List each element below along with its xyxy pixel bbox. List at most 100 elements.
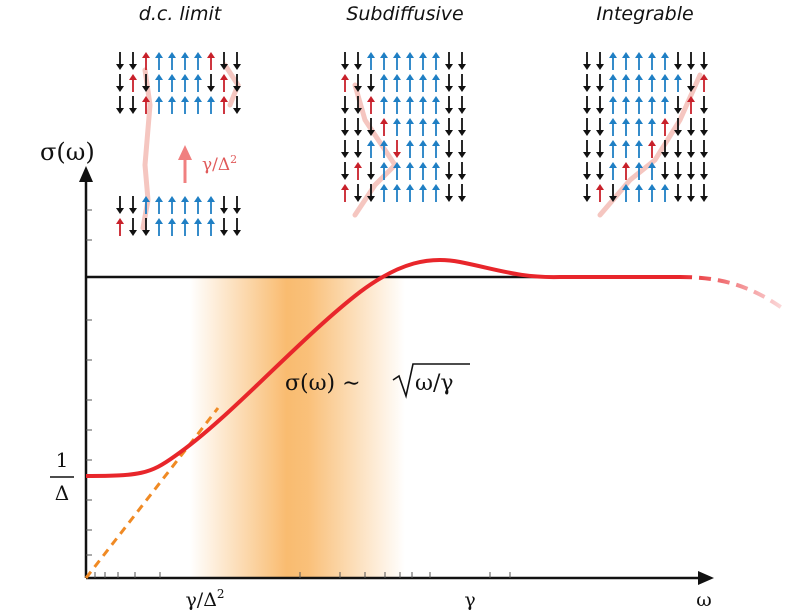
- spin-head: [687, 96, 695, 102]
- spin-head: [354, 152, 362, 158]
- y-axis-label: σ(ω): [40, 138, 95, 166]
- spin-head: [155, 218, 163, 224]
- rate-annotation: γ/Δ2: [202, 153, 237, 175]
- spin-head: [596, 184, 604, 190]
- spin-head: [142, 230, 150, 236]
- spin-head: [635, 74, 643, 80]
- spin-head: [596, 174, 604, 180]
- spin-head: [445, 86, 453, 92]
- spin-head: [380, 184, 388, 190]
- spin-head: [674, 74, 682, 80]
- spin-head: [419, 74, 427, 80]
- y-arrow: [79, 166, 93, 182]
- spin-head: [700, 130, 708, 136]
- spin-head: [233, 230, 241, 236]
- minor-ticks: [86, 209, 511, 578]
- spin-head: [635, 140, 643, 146]
- spin-head: [609, 52, 617, 58]
- spin-head: [168, 96, 176, 102]
- spin-head: [354, 86, 362, 92]
- spin-head: [354, 64, 362, 70]
- spin-head: [700, 64, 708, 70]
- spin-head: [445, 108, 453, 114]
- spin-head: [648, 96, 656, 102]
- spin-head: [432, 184, 440, 190]
- spin-head: [341, 108, 349, 114]
- spin-head: [341, 174, 349, 180]
- spin-head: [116, 208, 124, 214]
- spin-head: [596, 86, 604, 92]
- spin-head: [380, 140, 388, 146]
- spin-head: [687, 86, 695, 92]
- spin-head: [687, 196, 695, 202]
- spin-head: [220, 74, 228, 80]
- spin-head: [596, 64, 604, 70]
- spin-head: [116, 64, 124, 70]
- spin-head: [341, 184, 349, 190]
- spin-head: [194, 218, 202, 224]
- spin-head: [393, 96, 401, 102]
- spin-head: [674, 152, 682, 158]
- spin-head: [596, 152, 604, 158]
- spin-head: [181, 218, 189, 224]
- spin-head: [674, 130, 682, 136]
- spin-head: [687, 64, 695, 70]
- spin-head: [207, 196, 215, 202]
- spin-head: [445, 196, 453, 202]
- spin-head: [609, 196, 617, 202]
- spin-head: [129, 64, 137, 70]
- spin-head: [432, 96, 440, 102]
- spin-head: [583, 64, 591, 70]
- spin-head: [674, 196, 682, 202]
- spin-head: [341, 64, 349, 70]
- spin-head: [648, 162, 656, 168]
- subdiffusive-band: [190, 278, 405, 578]
- spin-head: [609, 140, 617, 146]
- spin-head: [194, 96, 202, 102]
- spin-head: [609, 96, 617, 102]
- spin-head: [393, 52, 401, 58]
- spin-head: [116, 218, 124, 224]
- spin-head: [341, 152, 349, 158]
- spin-head: [419, 118, 427, 124]
- x-arrow: [698, 571, 714, 585]
- spin-head: [687, 130, 695, 136]
- spin-head: [367, 196, 375, 202]
- asymptote: [84, 407, 220, 579]
- spin-head: [458, 196, 466, 202]
- spin-head: [687, 174, 695, 180]
- spin-head: [207, 218, 215, 224]
- spin-head: [622, 162, 630, 168]
- spin-head: [583, 108, 591, 114]
- spin-head: [648, 118, 656, 124]
- spin-head: [207, 52, 215, 58]
- spin-head: [354, 162, 362, 168]
- y-tick-denominator: Δ: [55, 481, 69, 505]
- spin-head: [445, 64, 453, 70]
- spin-head: [648, 184, 656, 190]
- spin-head: [583, 152, 591, 158]
- spin-head: [687, 152, 695, 158]
- spin-head: [674, 108, 682, 114]
- spin-head: [609, 118, 617, 124]
- spin-head: [181, 96, 189, 102]
- spin-head: [432, 162, 440, 168]
- x-tick-label: γ/Δ2: [185, 587, 224, 611]
- spin-head: [635, 184, 643, 190]
- spin-head: [406, 74, 414, 80]
- spin-head: [194, 74, 202, 80]
- sqrt-sign: [392, 363, 470, 399]
- spin-head: [181, 196, 189, 202]
- spin-head: [458, 174, 466, 180]
- spin-head: [194, 196, 202, 202]
- conductivity-curve: [85, 257, 680, 478]
- spin-head: [445, 174, 453, 180]
- spin-head: [341, 130, 349, 136]
- spin-head: [406, 96, 414, 102]
- spin-head: [661, 152, 669, 158]
- spin-head: [609, 162, 617, 168]
- spin-head: [129, 230, 137, 236]
- spin-head: [661, 96, 669, 102]
- spin-head: [648, 74, 656, 80]
